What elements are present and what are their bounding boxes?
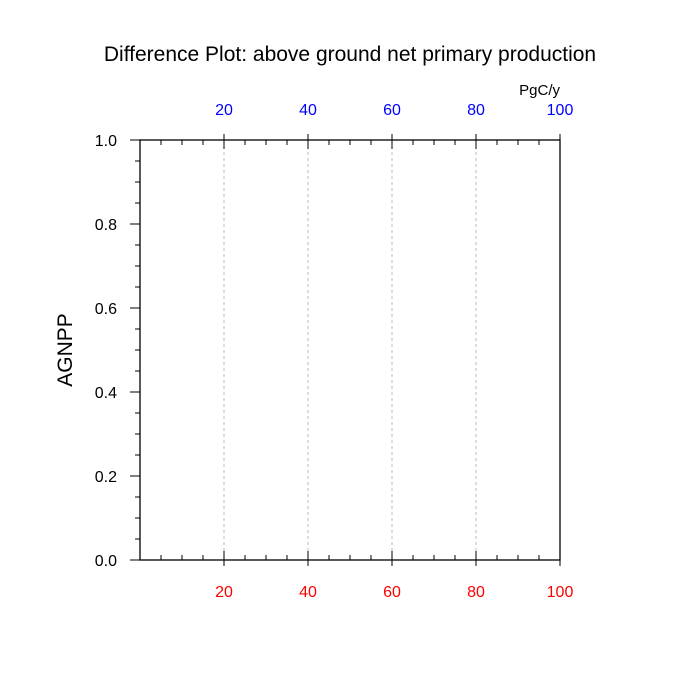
grid-lines [223,140,477,560]
y-tick-label: 0.8 [95,217,117,234]
x-tick-label-top: 80 [467,102,485,119]
y-tick-label: 0.6 [95,301,117,318]
x-tick-label-top: 60 [383,102,401,119]
y-tick-label: 0.4 [95,385,117,402]
y-tick-label: 0.0 [95,553,117,570]
x-tick-label-bottom: 20 [215,584,233,601]
chart-title: Difference Plot: above ground net primar… [104,43,596,66]
x-tick-label-bottom: 100 [547,584,574,601]
top-axis-unit-label: PgC/y [519,82,560,99]
x-tick-label-top: 100 [547,102,574,119]
x-tick-label-bottom: 80 [467,584,485,601]
x-tick-label-top: 40 [299,102,317,119]
tick-labels: 20 40 60 80 100 20 40 60 80 100 0.0 0.2 0.4 0.6 0.8 1.0 [95,102,574,601]
y-tick-label: 0.2 [95,469,117,486]
x-tick-label-bottom: 60 [383,584,401,601]
y-tick-label: 1.0 [95,133,117,150]
plot-area-frame [139,139,561,561]
axis-ticks [130,134,561,566]
x-tick-label-top: 20 [215,102,233,119]
y-axis-label: AGNPP [54,313,77,387]
x-tick-label-bottom: 40 [299,584,317,601]
